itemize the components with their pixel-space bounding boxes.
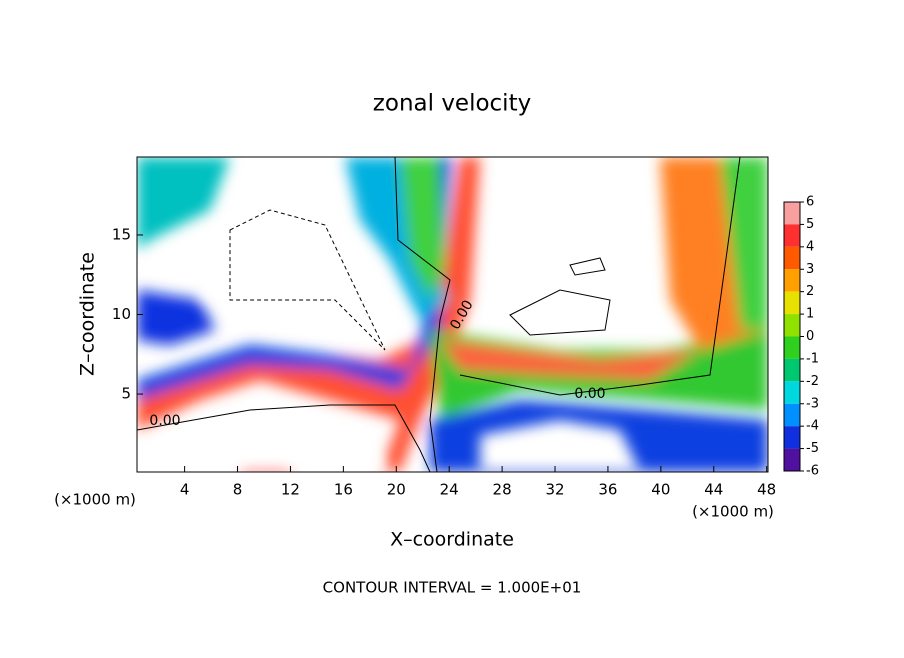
x-tick-label: 44 [704,481,723,499]
colorbar-band [784,358,800,382]
colorbar-tick-label: -5 [806,441,819,456]
contour-label: 0.00 [574,386,605,402]
x-tick-label: 20 [387,481,406,499]
x-tick-label: 36 [598,481,617,499]
chart-title: zonal velocity [373,91,531,117]
x-tick-label: 8 [233,481,243,499]
colorbar-band [784,448,800,471]
colorbar-tick-label: 6 [806,195,814,210]
x-tick-label: 40 [651,481,670,499]
y-tick-label: 5 [121,385,131,403]
colorbar-band [784,224,800,247]
colorbar-tick-label: -2 [806,374,819,389]
colorbar-band [784,246,800,270]
footer: CONTOUR INTERVAL = 1.000E+01 [323,579,582,597]
y-unit-label: (×1000 m) [54,491,136,509]
colorbar-tick-label: -1 [806,351,819,366]
contour-label: 0.00 [149,413,180,429]
x-tick-label: 32 [545,481,564,499]
colorbar-band [784,336,800,359]
x-tick-label: 12 [281,481,300,499]
y-axis-title: Z–coordinate [77,252,99,376]
x-tick-label: 48 [757,481,776,499]
y-tick-label: 10 [112,305,131,323]
colorbar-tick-label: -3 [806,396,819,411]
colorbar-tick-label: 1 [806,307,814,322]
x-tick-label: 24 [440,481,459,499]
y-tick-label: 15 [112,225,131,243]
colorbar-band [784,269,800,292]
colorbar-tick-label: -4 [806,419,819,434]
contour-field [137,157,768,472]
x-unit-label: (×1000 m) [692,503,774,521]
colorbar-tick-label: 2 [806,284,814,299]
x-tick-label: 4 [180,481,190,499]
colorbar-band [784,291,800,315]
colorbar-tick-label: 4 [806,239,814,254]
colorbar-tick-label: -6 [806,464,819,479]
colorbar-band [784,426,800,449]
colorbar-band [784,403,800,427]
colorbar-tick-label: 5 [806,217,814,232]
x-tick-label: 28 [493,481,512,499]
colorbar-tick-label: 0 [806,329,814,344]
colorbar-band [784,202,800,225]
x-axis-title: X–coordinate [390,529,514,551]
x-tick-label: 16 [334,481,353,499]
colorbar-band [784,381,800,404]
colorbar-tick-label: 3 [806,262,814,277]
colorbar-band [784,314,800,337]
